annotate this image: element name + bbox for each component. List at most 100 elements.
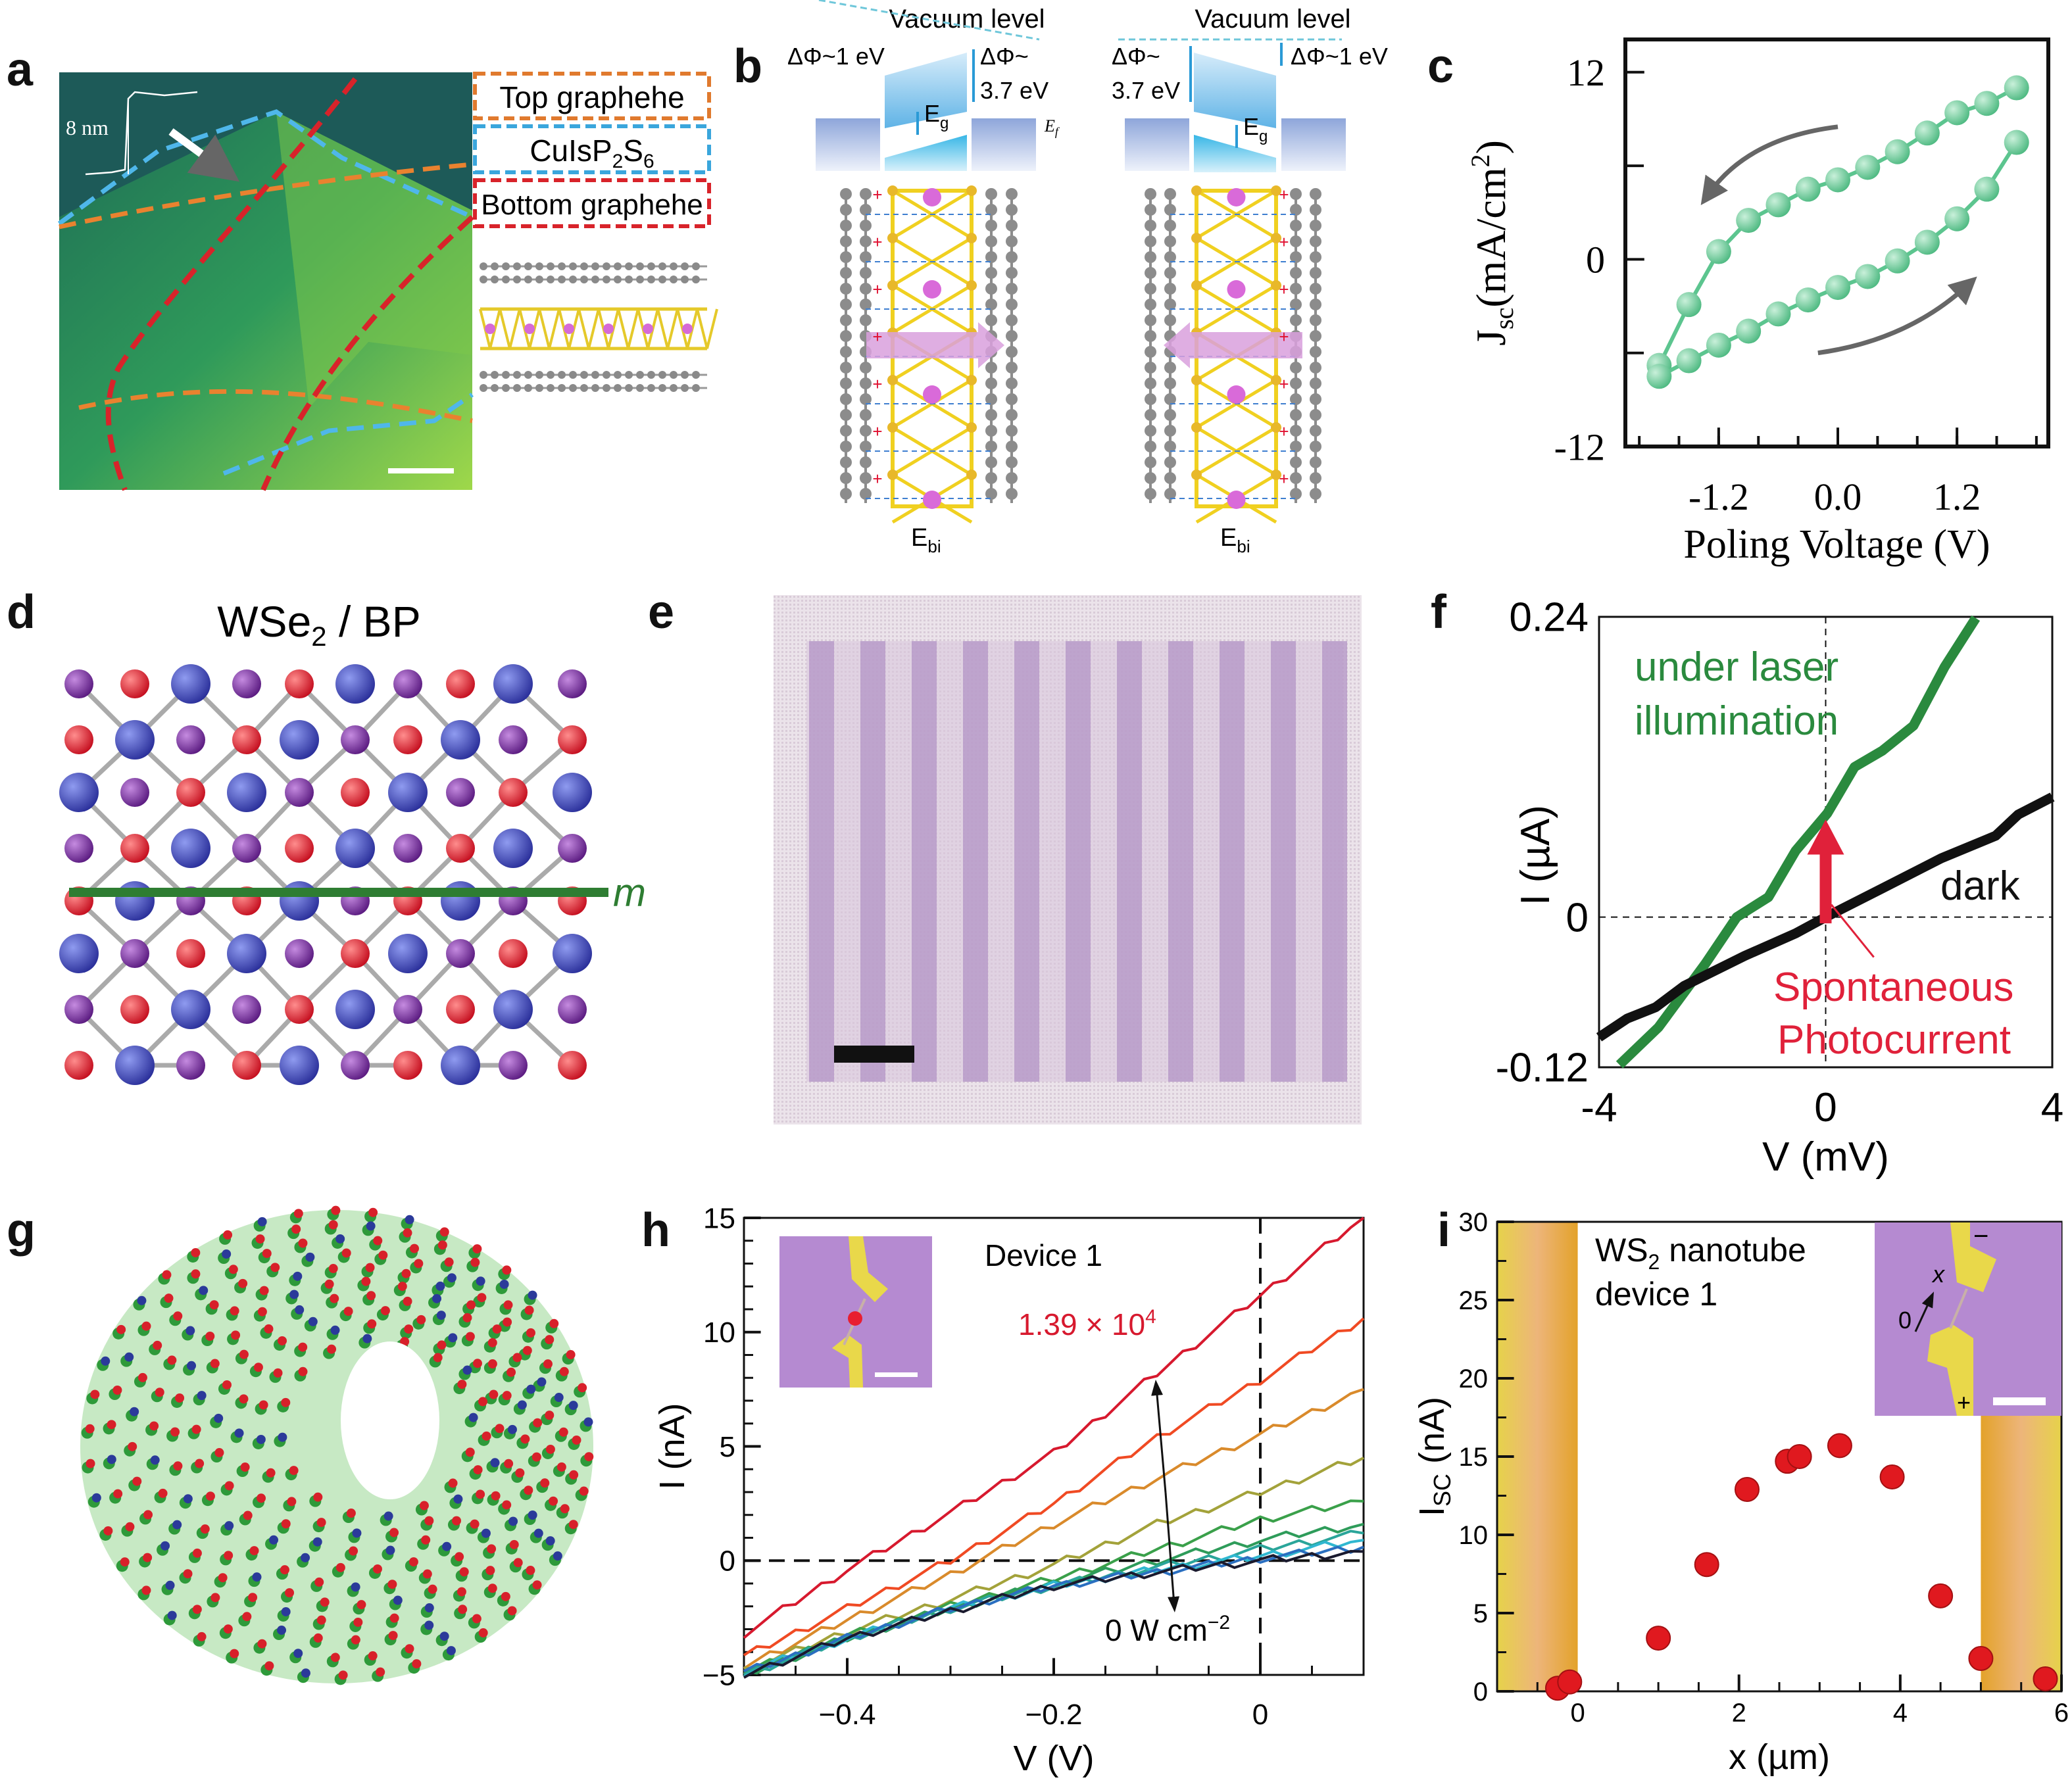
data-point (1944, 100, 1970, 126)
annotation-dark: dark (1940, 863, 2021, 909)
selenium-atom (393, 1051, 422, 1080)
band-diagram-left (816, 0, 1040, 171)
selenium-atom (176, 939, 205, 968)
selenium-atom (120, 995, 149, 1024)
wse2-bp-lattice (59, 664, 592, 1085)
stripe (809, 641, 834, 1082)
panel-b: Vacuum level Vacuum level ΔΦ~1 eV ΔΦ~ 3.… (787, 0, 1388, 556)
data-point (1968, 1646, 1994, 1672)
eg-left: Eg (924, 100, 949, 132)
selenium-atom (120, 669, 149, 698)
chart-f: -4 0 4 0.24 0 -0.12 under laser illumination dar… (1496, 595, 2064, 1180)
svg-text:+: + (872, 469, 882, 489)
y-tick-label: 15 (703, 1202, 735, 1234)
selenium-atom (64, 725, 93, 754)
x-tick-label: -1.2 (1689, 475, 1749, 518)
y-axis-label: I (nA) (653, 1403, 692, 1489)
data-point (1736, 318, 1762, 344)
y-axis-label: ISC (nA) (1412, 1397, 1456, 1516)
phosphorus-atom (64, 669, 93, 698)
tungsten-atom (335, 664, 375, 704)
data-point (1694, 1552, 1719, 1578)
mirror-plane-label: m (613, 871, 646, 915)
data-point (1879, 1464, 1905, 1489)
dphi-big-right-2: 3.7 eV (1112, 77, 1180, 104)
eg-right: Eg (1243, 113, 1268, 145)
selenium-atom (232, 1051, 261, 1080)
data-point (1676, 292, 1702, 318)
phosphorus-atom (499, 725, 528, 754)
y-tick-label: 0 (720, 1545, 735, 1578)
data-point (2004, 75, 2029, 101)
tungsten-atom (388, 934, 428, 973)
annotation-subtitle: device 1 (1595, 1276, 1717, 1313)
svg-text:+: + (872, 422, 882, 441)
dphi-big-right-1: ΔΦ~ (1112, 43, 1160, 70)
tungsten-atom (59, 773, 99, 812)
y-tick-label: -12 (1554, 425, 1605, 468)
panel-d: WSe2 / BP m (59, 597, 646, 1085)
tungsten-atom (280, 720, 319, 760)
tungsten-atom (441, 1046, 480, 1085)
sweep-arrow-up (1817, 276, 1977, 356)
y-tick-label: 5 (720, 1431, 735, 1463)
data-point (1765, 192, 1791, 218)
y-tick-label: 5 (1473, 1599, 1488, 1628)
y-tick-label: 25 (1459, 1286, 1489, 1315)
panel-label-d: d (7, 586, 36, 639)
annotation-title: WS2 nanotube (1595, 1232, 1806, 1274)
data-point (1914, 120, 1940, 146)
data-point (1706, 332, 1731, 358)
x-tick-label: 6 (2054, 1699, 2069, 1728)
x-tick-label: 0.0 (1814, 475, 1862, 518)
tungsten-atom (115, 720, 155, 760)
panel-label-a: a (7, 43, 34, 96)
selenium-atom (285, 995, 314, 1024)
inset-zero: 0 (1898, 1307, 1912, 1334)
layer-stack-schematic (479, 262, 718, 392)
data-point (1914, 230, 1940, 255)
data-point (1827, 1433, 1852, 1459)
tungsten-atom (441, 720, 480, 760)
bottom-graphene-outline (105, 77, 474, 491)
panel-label-e: e (648, 586, 674, 639)
x-tick-label: −0.2 (1025, 1699, 1083, 1731)
stripe (1117, 641, 1142, 1082)
tungsten-atom (115, 881, 155, 921)
data-point (1928, 1583, 1954, 1608)
scale-bar (388, 468, 454, 473)
y-tick-label: 20 (1459, 1365, 1489, 1393)
panel-e (774, 595, 1362, 1124)
data-point (1944, 206, 1970, 231)
stripe (1014, 641, 1039, 1082)
tungsten-atom (493, 664, 533, 704)
band-diagram-right (1118, 38, 1346, 172)
inset-minus: − (1973, 1222, 1988, 1251)
nanotube-model (80, 1205, 594, 1685)
tungsten-atom (493, 829, 533, 868)
selenium-atom (499, 778, 528, 807)
data-point (1706, 239, 1731, 264)
tungsten-atom (59, 934, 99, 973)
data-point (1787, 1444, 1812, 1469)
y-axis-label: I (µA) (1513, 805, 1558, 906)
tungsten-atom (227, 773, 266, 812)
power-arrow-up (1151, 1380, 1167, 1493)
svg-text:+: + (872, 185, 882, 205)
selenium-atom (393, 725, 422, 754)
ef-left: Ef (1044, 116, 1060, 138)
polarization-arrow (866, 322, 1004, 368)
selenium-atom (446, 834, 475, 863)
height-label: 8 nm (66, 116, 109, 139)
selenium-atom (499, 939, 528, 968)
data-point (1765, 301, 1791, 327)
y-tick-label: 0 (1586, 239, 1605, 281)
power-arrow-down (1164, 1492, 1180, 1612)
x-tick-label: 0 (1252, 1699, 1268, 1731)
phosphorus-atom (393, 669, 422, 698)
data-point (1885, 139, 1910, 164)
tungsten-atom (335, 829, 375, 868)
data-point (1646, 364, 1672, 389)
cips-outline (57, 109, 474, 226)
